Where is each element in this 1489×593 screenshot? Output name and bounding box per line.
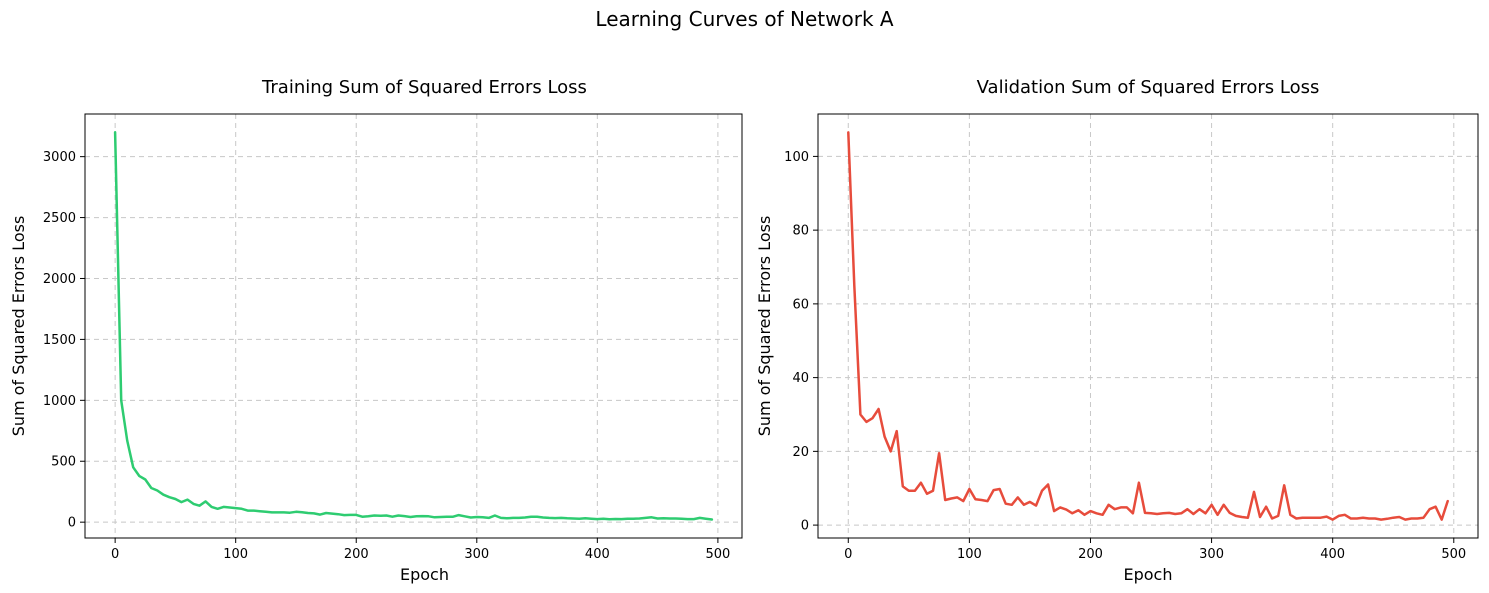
y-axis-label: Sum of Squared Errors Loss <box>9 216 28 437</box>
x-tick-label: 200 <box>1078 547 1103 562</box>
plot-frame <box>84 113 743 539</box>
x-tick-label: 400 <box>585 547 610 562</box>
y-tick-label: 500 <box>51 455 76 470</box>
y-tick-label: 0 <box>801 519 809 534</box>
y-tick-label: 3000 <box>43 150 76 165</box>
x-tick-label: 0 <box>844 547 852 562</box>
y-tick-label: 0 <box>68 516 76 531</box>
y-tick-label: 100 <box>784 150 809 165</box>
x-tick-label: 300 <box>464 547 489 562</box>
y-tick-label: 40 <box>792 371 809 386</box>
x-tick-label: 100 <box>223 547 248 562</box>
y-tick-label: 20 <box>792 445 809 460</box>
y-tick-label: 60 <box>792 297 809 312</box>
y-tick-label: 1500 <box>43 333 76 348</box>
x-axis-label: Epoch <box>400 565 449 584</box>
series-line <box>113 131 714 521</box>
y-axis-label: Sum of Squared Errors Loss <box>755 216 774 437</box>
x-tick-label: 500 <box>1441 547 1466 562</box>
validation-loss-chart: Validation Sum of Squared Errors Loss Ep… <box>755 77 1479 584</box>
series-line <box>847 131 1449 521</box>
y-tick-label: 1000 <box>43 394 76 409</box>
x-tick-label: 0 <box>111 547 119 562</box>
x-tick-label: 400 <box>1320 547 1345 562</box>
training-loss-chart: Training Sum of Squared Errors Loss Epoc… <box>9 77 743 584</box>
figure-suptitle: Learning Curves of Network A <box>595 7 893 31</box>
y-tick-label: 2500 <box>43 211 76 226</box>
chart-title: Training Sum of Squared Errors Loss <box>261 77 587 98</box>
x-tick-label: 200 <box>344 547 369 562</box>
y-tick-label: 2000 <box>43 272 76 287</box>
x-tick-label: 100 <box>957 547 982 562</box>
x-tick-label: 300 <box>1199 547 1224 562</box>
x-tick-label: 500 <box>705 547 730 562</box>
chart-title: Validation Sum of Squared Errors Loss <box>977 77 1320 98</box>
x-axis-label: Epoch <box>1124 565 1173 584</box>
y-tick-label: 80 <box>792 224 809 239</box>
plot-frame <box>817 113 1479 539</box>
